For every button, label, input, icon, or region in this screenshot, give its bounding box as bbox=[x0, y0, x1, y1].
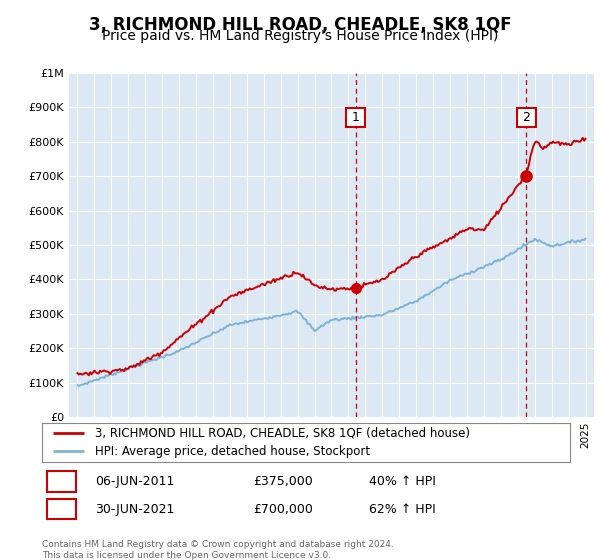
Text: Contains HM Land Registry data © Crown copyright and database right 2024.
This d: Contains HM Land Registry data © Crown c… bbox=[42, 540, 394, 559]
Text: 3, RICHMOND HILL ROAD, CHEADLE, SK8 1QF: 3, RICHMOND HILL ROAD, CHEADLE, SK8 1QF bbox=[89, 16, 511, 34]
Text: 30-JUN-2021: 30-JUN-2021 bbox=[95, 503, 174, 516]
Text: 40% ↑ HPI: 40% ↑ HPI bbox=[370, 475, 436, 488]
Text: 1: 1 bbox=[58, 475, 66, 488]
Text: HPI: Average price, detached house, Stockport: HPI: Average price, detached house, Stoc… bbox=[95, 445, 370, 458]
Text: 06-JUN-2011: 06-JUN-2011 bbox=[95, 475, 174, 488]
Text: Price paid vs. HM Land Registry's House Price Index (HPI): Price paid vs. HM Land Registry's House … bbox=[102, 29, 498, 43]
Text: 1: 1 bbox=[352, 111, 359, 124]
Text: 2: 2 bbox=[58, 503, 66, 516]
Text: £375,000: £375,000 bbox=[253, 475, 313, 488]
Text: 2: 2 bbox=[523, 111, 530, 124]
Text: 62% ↑ HPI: 62% ↑ HPI bbox=[370, 503, 436, 516]
Bar bbox=[346, 108, 365, 127]
Bar bbox=[47, 472, 76, 492]
Text: 3, RICHMOND HILL ROAD, CHEADLE, SK8 1QF (detached house): 3, RICHMOND HILL ROAD, CHEADLE, SK8 1QF … bbox=[95, 427, 470, 440]
Text: £700,000: £700,000 bbox=[253, 503, 313, 516]
Bar bbox=[517, 108, 536, 127]
Bar bbox=[47, 499, 76, 519]
